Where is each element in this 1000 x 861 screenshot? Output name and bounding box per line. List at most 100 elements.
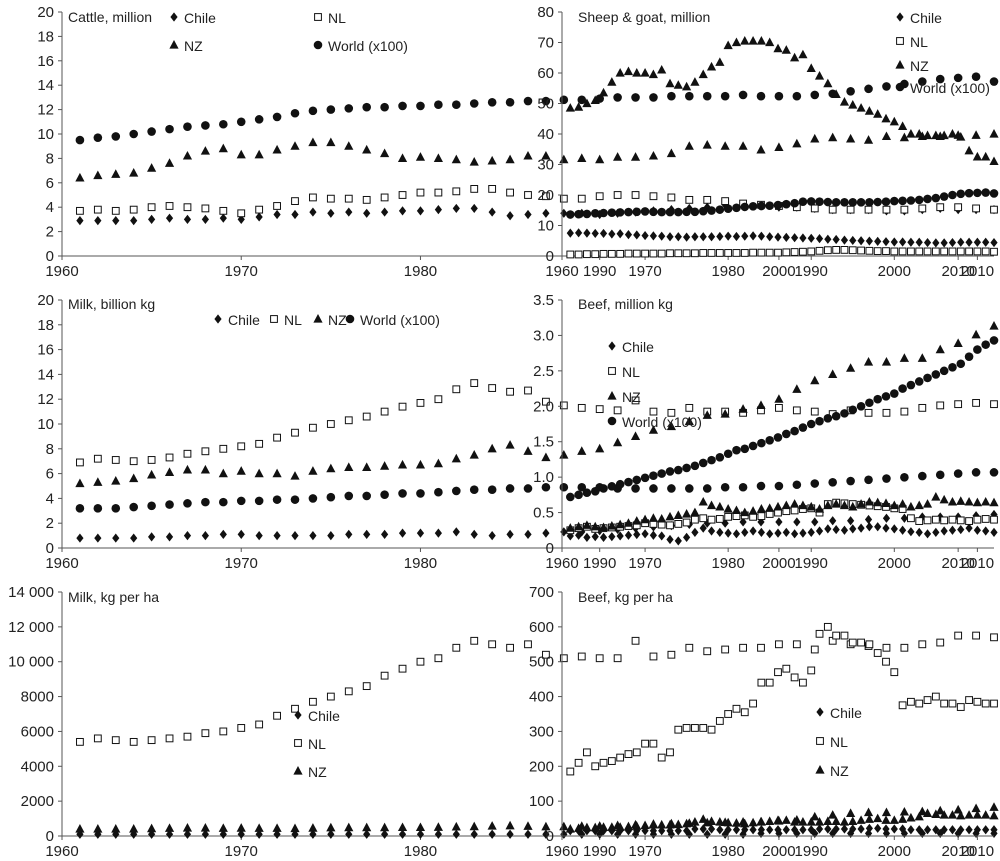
- data-point: [918, 640, 927, 649]
- data-point: [641, 249, 649, 258]
- data-point: [75, 172, 85, 182]
- data-point: [782, 199, 791, 209]
- data-point: [559, 154, 569, 164]
- data-point: [748, 817, 758, 827]
- data-point: [956, 516, 965, 525]
- data-point: [164, 158, 175, 167]
- data-point: [790, 198, 799, 208]
- data-point: [702, 410, 712, 419]
- data-point: [624, 207, 633, 217]
- data-point: [823, 414, 833, 423]
- data-point: [237, 529, 245, 539]
- data-point: [616, 249, 625, 258]
- y-tick-label: 0: [546, 828, 554, 845]
- data-point: [990, 400, 998, 409]
- data-point: [691, 249, 699, 258]
- data-point: [416, 657, 425, 666]
- data-point: [129, 737, 138, 746]
- data-point: [434, 487, 443, 497]
- data-point: [649, 484, 658, 493]
- data-point: [900, 643, 909, 652]
- data-point: [740, 444, 750, 454]
- legend-entry: NL: [608, 364, 640, 380]
- data-point: [487, 443, 497, 453]
- data-point: [416, 206, 425, 216]
- data-point: [799, 825, 807, 835]
- data-point: [590, 95, 600, 105]
- data-point: [607, 482, 617, 491]
- data-point: [775, 403, 783, 412]
- data-point: [575, 228, 583, 238]
- legend-entry: NL: [896, 34, 928, 50]
- data-point: [326, 692, 335, 701]
- x-tick-label: 1980: [404, 555, 437, 572]
- x-tick-label: 1990: [583, 555, 616, 572]
- y-tick-label: 20: [37, 292, 54, 309]
- data-point: [856, 815, 866, 824]
- data-point: [971, 468, 981, 477]
- y-tick-label: 20: [537, 187, 554, 204]
- series-nl: [566, 498, 998, 535]
- data-point: [790, 817, 800, 826]
- data-point: [591, 532, 599, 542]
- data-point: [148, 532, 156, 542]
- data-point: [524, 386, 532, 395]
- legend-marker: [608, 367, 616, 375]
- data-point: [973, 515, 982, 524]
- data-point: [93, 734, 102, 743]
- data-point: [810, 407, 819, 416]
- data-point: [741, 231, 749, 241]
- data-point: [765, 678, 774, 687]
- data-point: [756, 504, 766, 513]
- data-point: [649, 249, 658, 258]
- data-point: [775, 517, 783, 527]
- data-point: [673, 510, 683, 520]
- legend-label: Chile: [184, 10, 216, 26]
- data-point: [981, 810, 991, 819]
- data-point: [703, 647, 712, 656]
- data-point: [93, 504, 103, 513]
- data-point: [398, 402, 407, 411]
- data-point: [452, 203, 460, 214]
- data-point: [698, 814, 708, 823]
- data-point: [201, 447, 210, 456]
- data-point: [948, 190, 957, 200]
- data-point: [183, 829, 192, 839]
- legend-label: NL: [622, 364, 640, 380]
- series-nz: [565, 35, 999, 166]
- x-tick-label: 1980: [711, 263, 744, 280]
- data-point: [129, 502, 138, 512]
- data-point: [344, 104, 354, 113]
- data-point: [147, 203, 156, 212]
- y-tick-label: 12: [37, 391, 54, 408]
- data-point: [616, 531, 624, 541]
- data-point: [599, 532, 608, 542]
- data-point: [308, 823, 318, 832]
- data-point: [865, 522, 873, 532]
- y-tick-label: 12: [37, 102, 54, 119]
- data-point: [792, 480, 802, 490]
- data-point: [732, 529, 741, 539]
- data-point: [990, 237, 998, 248]
- y-tick-label: 60: [537, 65, 554, 82]
- y-tick-label: 20: [37, 4, 54, 21]
- data-point: [398, 489, 407, 498]
- data-point: [362, 195, 371, 204]
- data-point: [965, 523, 973, 533]
- data-point: [702, 139, 712, 149]
- data-point: [881, 131, 892, 141]
- data-point: [183, 499, 192, 508]
- x-tick-label: 1960: [45, 263, 78, 280]
- data-point: [506, 387, 514, 396]
- data-point: [380, 407, 389, 416]
- data-point: [807, 825, 815, 835]
- data-point: [899, 237, 907, 247]
- data-point: [470, 829, 478, 839]
- data-point: [840, 525, 849, 535]
- data-point: [756, 817, 766, 826]
- data-point: [595, 405, 604, 414]
- data-point: [487, 821, 497, 830]
- data-point: [990, 825, 998, 835]
- data-point: [506, 643, 514, 652]
- data-point: [505, 440, 515, 449]
